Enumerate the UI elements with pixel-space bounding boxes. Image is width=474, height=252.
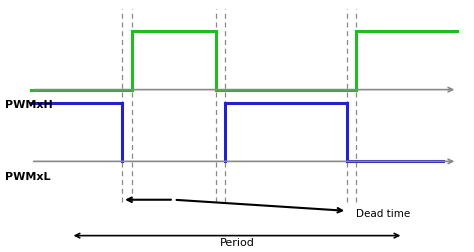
Text: Period: Period (219, 237, 255, 247)
Text: Dead time: Dead time (356, 208, 410, 218)
Text: PWMxH: PWMxH (5, 100, 53, 110)
Text: PWMxL: PWMxL (5, 172, 51, 181)
